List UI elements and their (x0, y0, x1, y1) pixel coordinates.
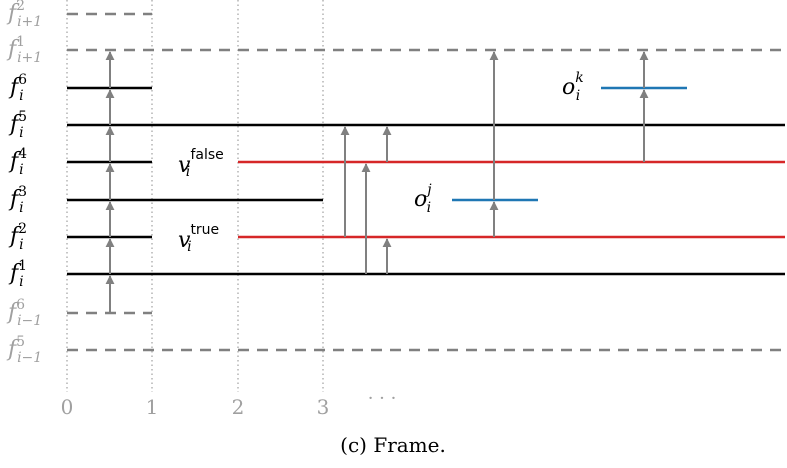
level-label-f-im1-5: f5 i−1 (6, 334, 42, 366)
level-label-f-ip1-2: f2 i+1 (6, 0, 42, 30)
observation-labels: oj i ok i (414, 70, 584, 216)
level-label-f-i-6: f6 i (8, 72, 27, 104)
level-label-f-i-4: f4 i (8, 146, 27, 178)
observation-label-k: ok i (562, 70, 584, 104)
level-label-f-i-2: f2 i (8, 221, 27, 253)
x-tick-1: 1 (146, 395, 159, 419)
level-label-f-im1-6: f6 i−1 (6, 297, 42, 329)
grid-lines (66, 0, 324, 392)
x-tick-2: 2 (232, 395, 245, 419)
level-label-f-i-5: f5 i (8, 109, 27, 141)
x-tick-3: 3 (317, 395, 330, 419)
value-label-false: vfalse i (178, 147, 224, 180)
level-label-f-i-1: f1 i (8, 258, 27, 290)
level-label-f-ip1-1: f1 i+1 (6, 34, 42, 66)
dashed-levels (67, 12, 785, 352)
figure-caption: (c) Frame. (340, 433, 446, 457)
x-tick-ellipsis: · · · (368, 388, 397, 409)
level-labels: f2 i+1 f1 i+1 f6 i f5 i f4 i f3 i f2 i f1 i f6 i−… (6, 0, 42, 366)
x-axis-ticks: 0 1 2 3 · · · (61, 388, 397, 419)
value-lines (238, 160, 785, 239)
value-labels: vfalse i vtrue i (178, 147, 224, 255)
level-label-f-i-3: f3 i (8, 184, 27, 216)
value-label-true: vtrue i (178, 222, 219, 255)
observation-label-j: oj i (414, 182, 432, 216)
x-tick-0: 0 (61, 395, 74, 419)
arrows (105, 51, 649, 313)
observation-lines (452, 86, 687, 202)
solid-levels (67, 86, 785, 276)
